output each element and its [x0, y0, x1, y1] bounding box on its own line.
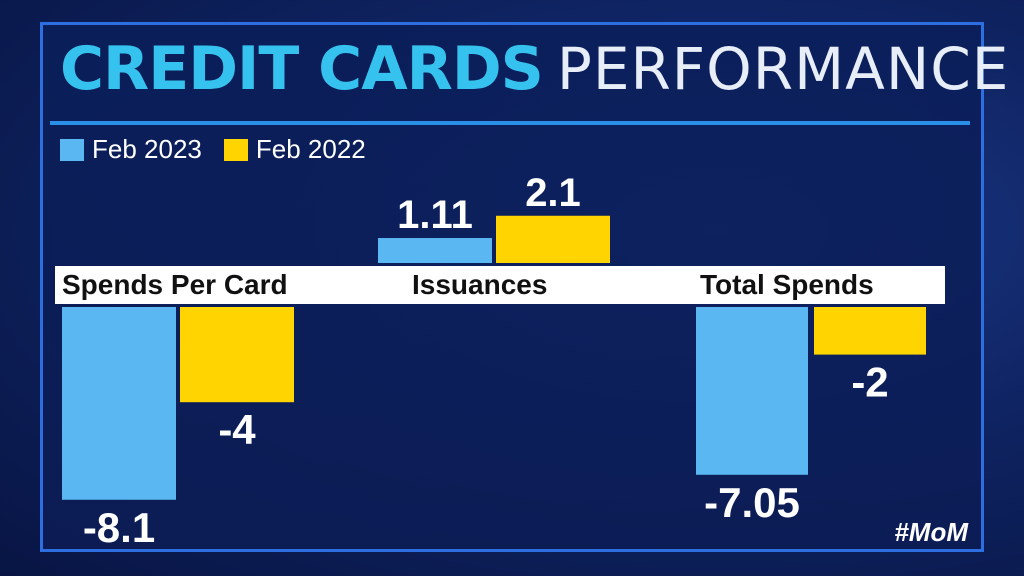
legend-item-feb-2022: Feb 2022: [223, 134, 366, 165]
category-label-spends-per-card: Spends Per Card: [62, 269, 288, 300]
category-band: [55, 266, 945, 304]
legend: Feb 2023 Feb 2022: [60, 134, 380, 165]
data-label-spends-per-card-feb-2022: -4: [218, 406, 256, 453]
chart-title: CREDIT CARDS PERFORMANCE: [60, 34, 1009, 114]
category-label-total-spends: Total Spends: [700, 269, 874, 300]
title-main: CREDIT CARDS: [60, 34, 544, 104]
bar-issuances-feb-2022: [496, 215, 610, 263]
title-divider: [50, 121, 970, 125]
legend-swatch-feb-2022: [223, 138, 248, 161]
bar-spends-per-card-feb-2022: [180, 307, 294, 403]
legend-swatch-feb-2023: [60, 138, 84, 161]
legend-item-feb-2023: Feb 2023: [60, 134, 202, 165]
title-sub: PERFORMANCE: [556, 35, 1010, 103]
data-label-issuances-feb-2023: 1.11: [397, 193, 473, 237]
data-label-spends-per-card-feb-2023: -8.1: [83, 504, 155, 551]
bar-issuances-feb-2023: [378, 238, 492, 263]
hashtag-label: #MoM: [894, 517, 968, 547]
data-label-total-spends-feb-2023: -7.05: [704, 479, 800, 526]
category-label-issuances: Issuances: [412, 269, 548, 300]
bar-total-spends-feb-2022: [814, 307, 926, 355]
bar-total-spends-feb-2023: [696, 307, 808, 475]
legend-label-feb-2022: Feb 2022: [255, 134, 366, 164]
data-label-total-spends-feb-2022: -2: [851, 359, 888, 406]
bar-spends-per-card-feb-2023: [62, 307, 176, 500]
legend-label-feb-2023: Feb 2023: [92, 134, 202, 164]
data-label-issuances-feb-2022: 2.1: [525, 171, 581, 215]
